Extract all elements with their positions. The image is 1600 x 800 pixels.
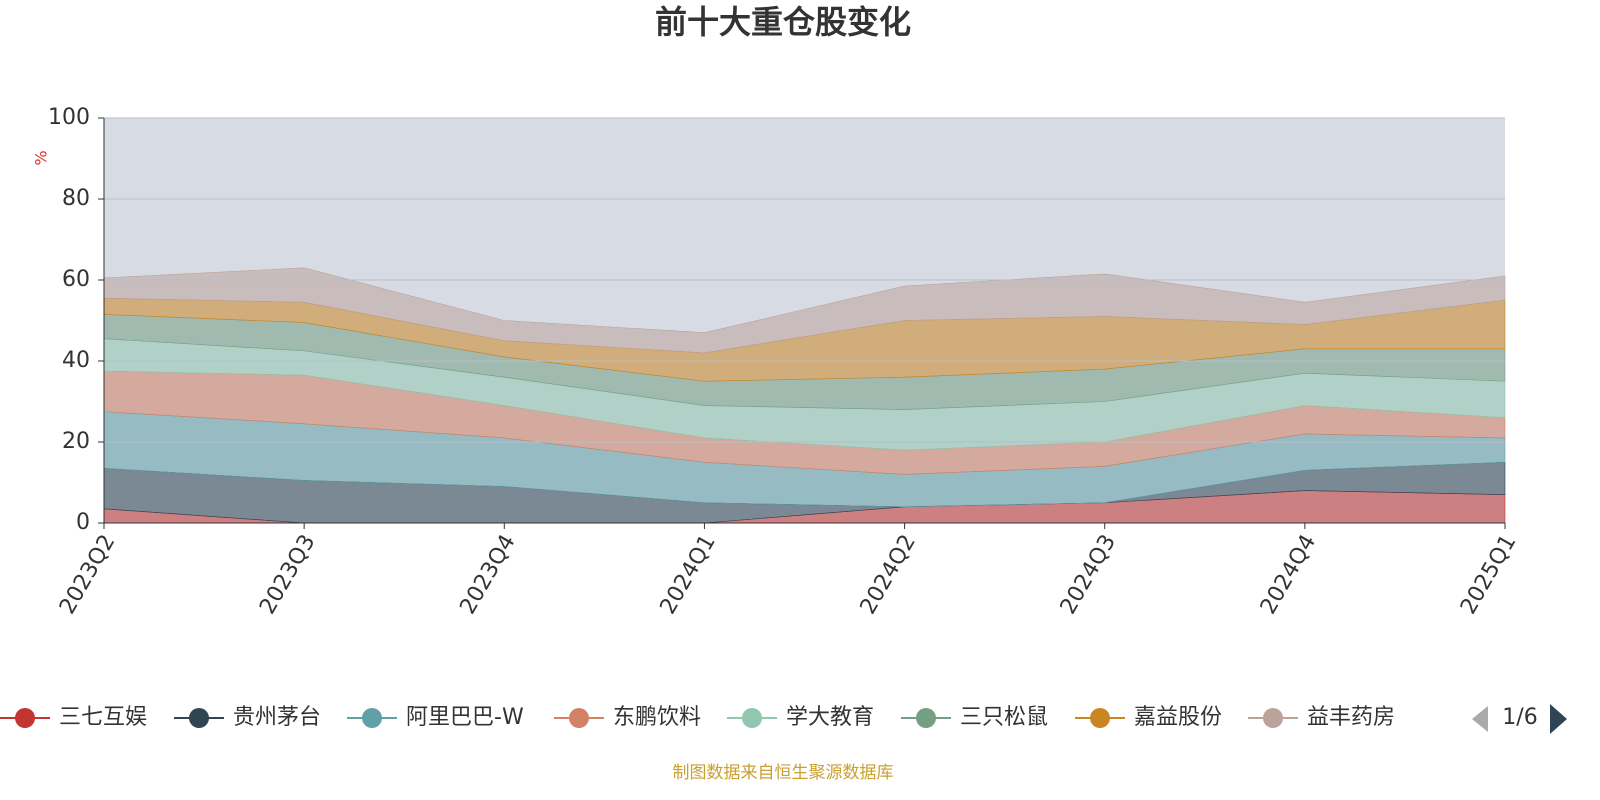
y-tick-label: 40: [62, 348, 90, 373]
x-tick-label: 2023Q3: [255, 531, 320, 619]
legend-label: 三七互娱: [59, 705, 147, 730]
legend-marker: [15, 708, 35, 728]
y-tick-label: 20: [62, 429, 90, 454]
source-note: 制图数据来自恒生聚源数据库: [673, 763, 894, 783]
areas: [103, 267, 1506, 524]
x-tick-label: 2024Q3: [1056, 531, 1121, 619]
legend-next[interactable]: [1550, 704, 1567, 734]
y-tick-label: 60: [62, 267, 90, 292]
legend-label: 三只松鼠: [960, 705, 1048, 730]
legend-marker: [569, 708, 589, 728]
legend-label: 益丰药房: [1307, 705, 1395, 730]
legend-marker: [742, 708, 762, 728]
y-tick-label: 100: [48, 105, 90, 130]
legend-page: 1/6: [1502, 705, 1537, 730]
x-tick-label: 2025Q1: [1456, 531, 1521, 619]
legend-prev[interactable]: [1472, 706, 1488, 732]
legend-label: 嘉益股份: [1134, 705, 1222, 730]
x-tick-label: 2024Q1: [656, 531, 721, 619]
chart-title: 前十大重仓股变化: [655, 3, 911, 41]
legend-marker: [916, 708, 936, 728]
legend-marker: [189, 708, 209, 728]
legend-label: 学大教育: [786, 705, 874, 730]
legend-marker: [362, 708, 382, 728]
y-tick-label: 80: [62, 186, 90, 211]
x-tick-label: 2024Q4: [1256, 531, 1321, 619]
legend-marker: [1263, 708, 1283, 728]
y-axis-label: %: [32, 150, 51, 165]
legend-label: 贵州茅台: [233, 705, 321, 730]
area: [103, 267, 1506, 354]
x-tick-label: 2024Q2: [856, 531, 921, 619]
legend-label: 东鹏饮料: [613, 705, 701, 730]
legend-marker: [1090, 708, 1110, 728]
x-tick-label: 2023Q2: [55, 531, 120, 619]
x-tick-label: 2023Q4: [455, 531, 520, 619]
legend-label: 阿里巴巴-W: [406, 705, 524, 730]
y-tick-label: 0: [76, 510, 90, 535]
